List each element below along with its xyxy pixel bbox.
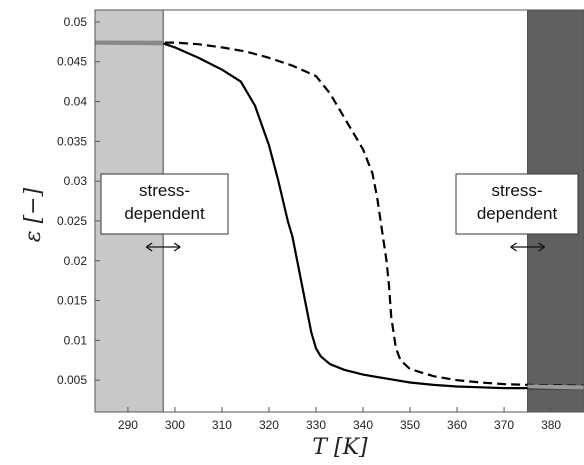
x-tick-label: 340 [353,418,373,432]
annotation-text-line: dependent [124,204,205,223]
y-axis-label: ε [−] [21,187,46,242]
x-tick-label: 360 [447,418,467,432]
series-group [94,40,584,390]
annotation-box-right [455,173,579,235]
x-tick-label: 320 [259,418,279,432]
plot-frame [94,9,584,413]
annotations: stress-dependent stress-dependent [100,173,579,252]
annotation-text-line: dependent [477,204,558,223]
x-tick-label: 330 [306,418,326,432]
annotation-text-line: stress- [139,181,190,200]
double-arrow-icon [145,242,181,252]
double-arrow-icon [510,242,545,252]
x-axis-label: T [K] [312,435,368,460]
y-tick-label: 0.035 [57,134,87,148]
y-tick-label: 0.045 [57,55,87,69]
x-ticks: 290 300 310 320 330 340 350 360 370 380 [118,407,561,432]
y-tick-label: 0.005 [57,373,87,387]
x-tick-label: 310 [212,418,232,432]
y-tick-label: 0.01 [64,333,88,347]
annotation-box-left [100,173,229,235]
x-tick-label: 350 [400,418,420,432]
y-tick-label: 0.015 [57,294,87,308]
x-tick-label: 370 [494,418,514,432]
x-tick-label: 300 [165,418,185,432]
y-tick-label: 0.025 [57,214,87,228]
y-tick-label: 0.05 [64,15,88,29]
series-segment-right [527,384,584,390]
y-ticks: 0.005 0.01 0.015 0.02 0.025 0.03 0.035 0.04 0.04… [57,15,100,387]
y-tick-label: 0.03 [64,174,88,188]
y-tick-label: 0.02 [64,254,88,268]
x-tick-label: 380 [541,418,561,432]
series-line-solid [94,41,584,390]
x-tick-label: 290 [118,418,138,432]
series-line-dashed [95,41,584,387]
y-tick-label: 0.04 [64,95,88,109]
annotation-text-line: stress- [492,181,543,200]
